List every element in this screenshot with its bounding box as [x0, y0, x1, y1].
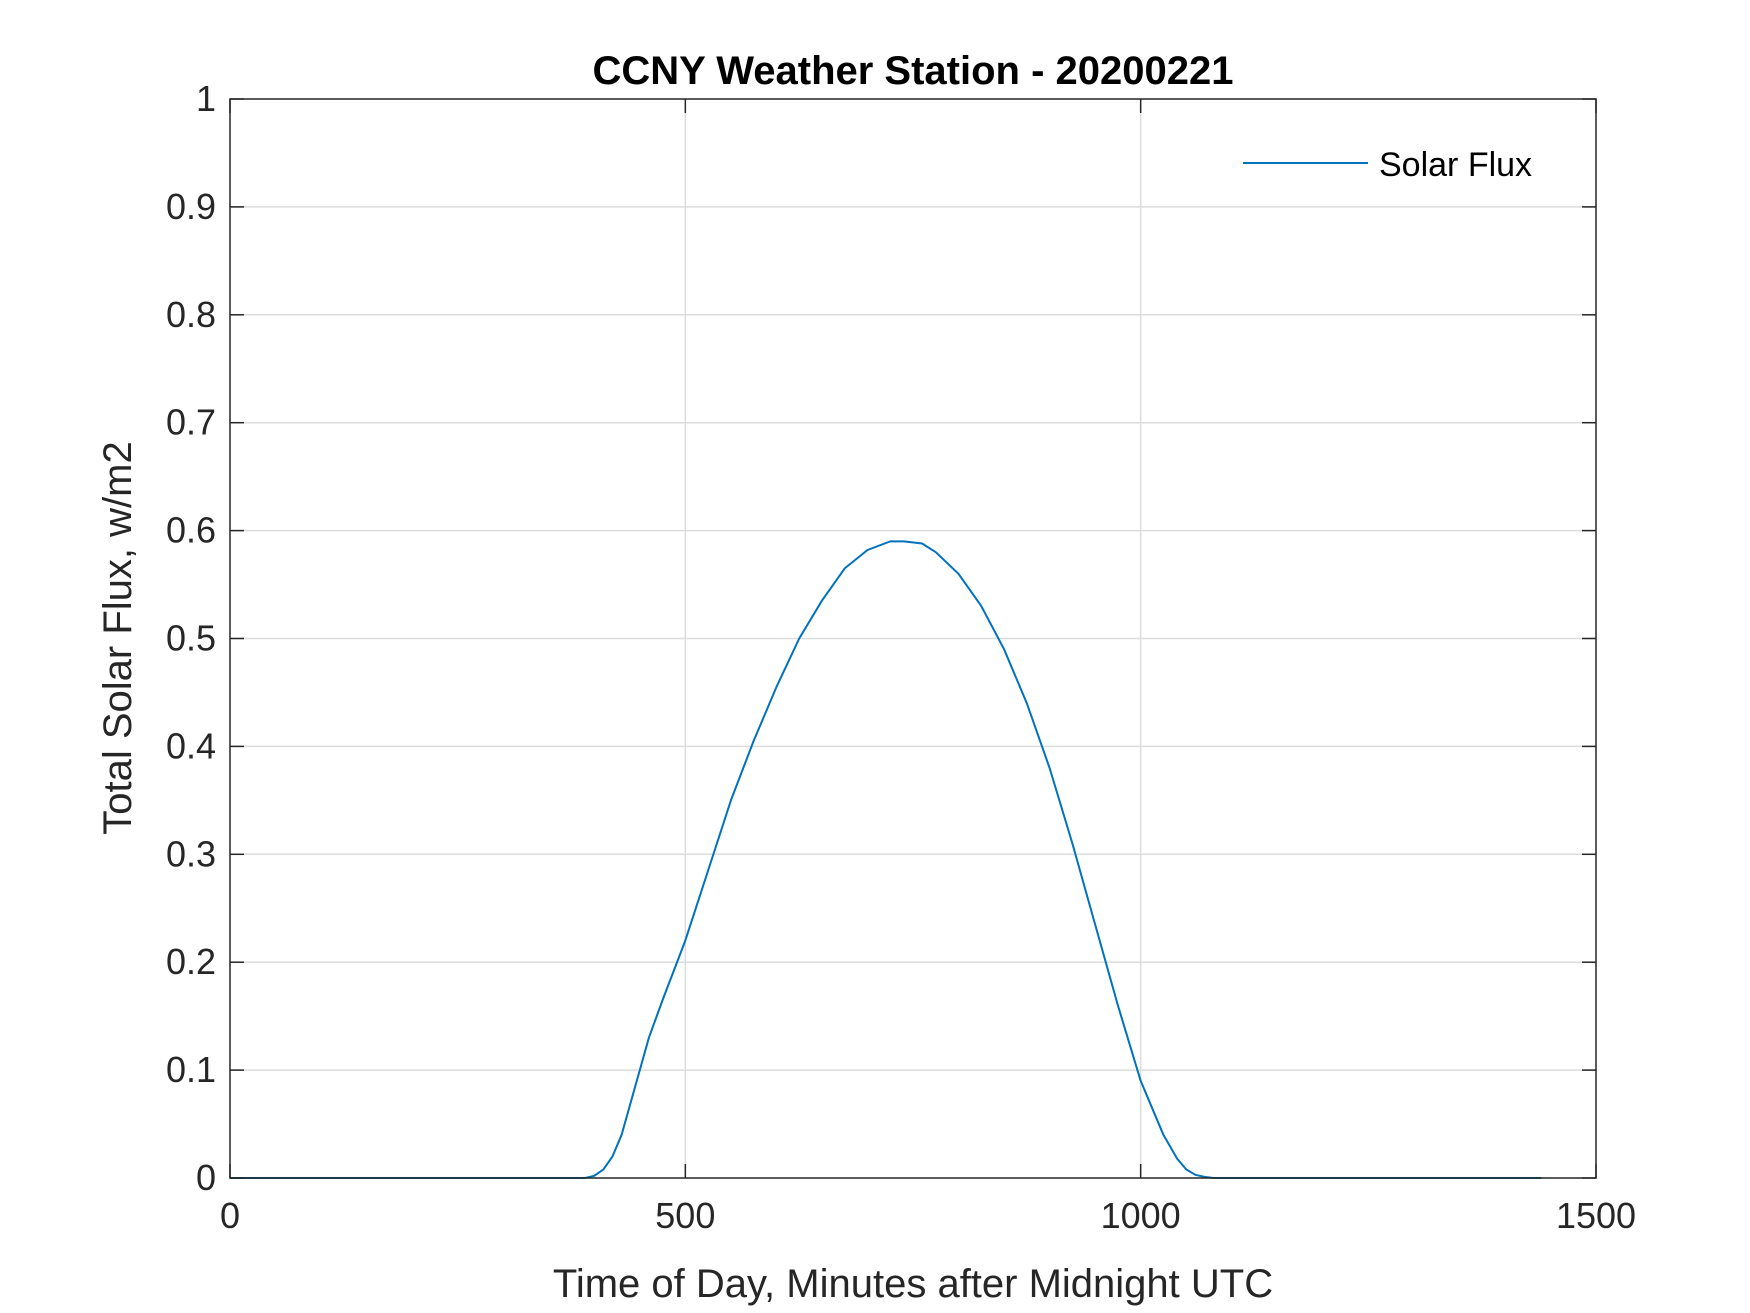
y-tick-label: 0.1: [166, 1049, 216, 1090]
y-tick-label: 0.5: [166, 618, 216, 659]
x-axis-label: Time of Day, Minutes after Midnight UTC: [553, 1262, 1273, 1306]
legend: Solar Flux: [1243, 146, 1532, 184]
series-line-solar-flux: [230, 540, 1542, 1179]
y-tick-label: 0.3: [166, 833, 216, 874]
legend-label: Solar Flux: [1379, 146, 1532, 184]
y-tick-label: 1: [196, 78, 216, 119]
x-tick-label: 500: [655, 1195, 715, 1236]
chart-title: CCNY Weather Station - 20200221: [593, 49, 1234, 93]
y-tick-label: 0.8: [166, 294, 216, 335]
y-tick-label: 0.7: [166, 402, 216, 443]
x-tick-label: 0: [220, 1195, 240, 1236]
y-tick-label: 0.6: [166, 510, 216, 551]
x-tick-label: 1000: [1101, 1195, 1181, 1236]
grid: [230, 99, 1596, 1178]
axis-ticks: 0 500 1000 1500 0 0.1 0.2 0.3 0.4 0.5 0.6 0.7 0.8 0.9…: [166, 78, 1636, 1236]
y-axis-label: Total Solar Flux, w/m2: [96, 441, 140, 834]
y-tick-label: 0.9: [166, 186, 216, 227]
x-tick-label: 1500: [1556, 1195, 1636, 1236]
y-tick-label: 0: [196, 1157, 216, 1198]
y-tick-label: 0.4: [166, 725, 216, 766]
y-tick-label: 0.2: [166, 941, 216, 982]
series-lines: [230, 540, 1542, 1179]
